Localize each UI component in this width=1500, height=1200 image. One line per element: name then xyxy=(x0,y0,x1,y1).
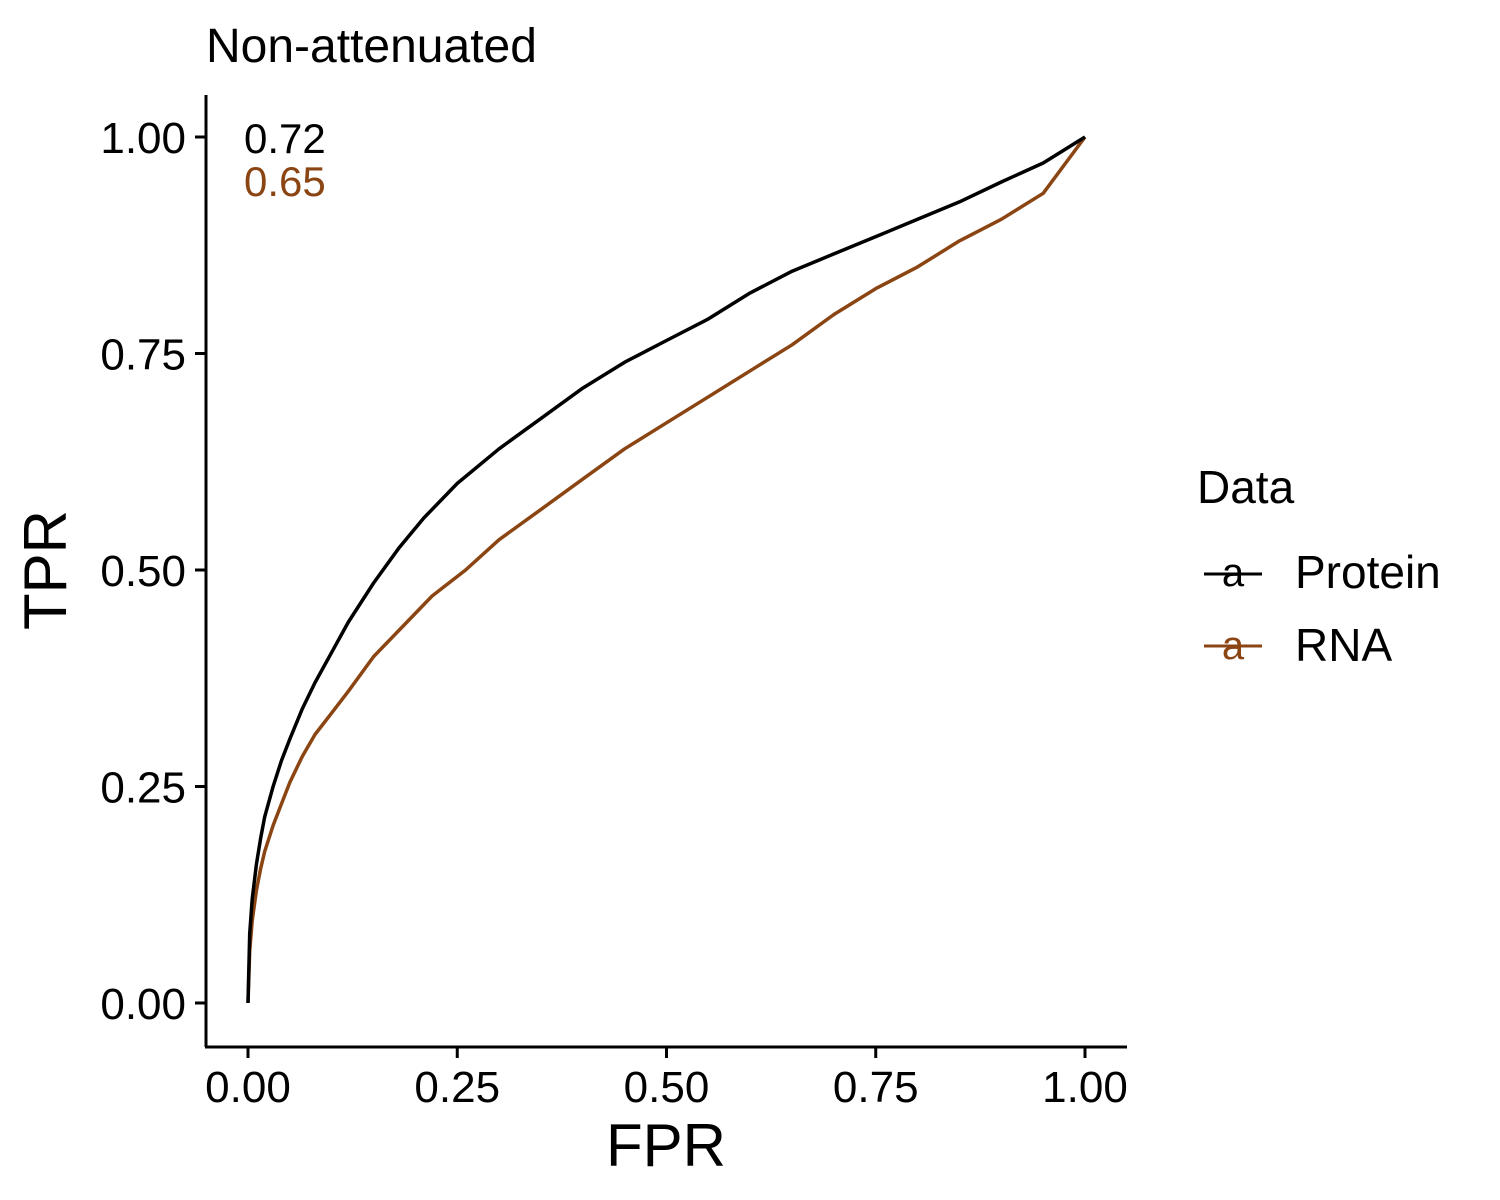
series-line-rna xyxy=(246,135,1087,1004)
series-layer xyxy=(246,135,1087,1004)
y-axis-ticks: 0.00 0.25 0.50 0.75 1.00 xyxy=(100,114,206,1029)
legend-label-rna: RNA xyxy=(1295,619,1392,671)
x-tick-label: 0.75 xyxy=(833,1063,919,1112)
legend-item-protein: a Protein xyxy=(1204,546,1441,598)
y-tick-label: 0.25 xyxy=(100,764,186,813)
x-tick-label: 1.00 xyxy=(1042,1063,1128,1112)
x-tick-label: 0.00 xyxy=(205,1063,291,1112)
y-tick-label: 1.00 xyxy=(100,114,186,163)
legend-label-protein: Protein xyxy=(1295,546,1441,598)
y-tick-label: 0.75 xyxy=(100,331,186,380)
legend: Data a Protein a RNA xyxy=(1197,461,1441,671)
y-tick-label: 0.50 xyxy=(100,547,186,596)
x-tick-label: 0.25 xyxy=(414,1063,500,1112)
y-tick-label: 0.00 xyxy=(100,980,186,1029)
chart-title: Non-attenuated xyxy=(206,20,537,73)
x-axis-ticks: 0.00 0.25 0.50 0.75 1.00 xyxy=(205,1047,1128,1112)
x-axis-label: FPR xyxy=(606,1112,726,1179)
series-line-protein xyxy=(246,135,1086,1004)
legend-title: Data xyxy=(1197,461,1295,513)
legend-key-glyph-rna: a xyxy=(1222,624,1245,668)
annotation-protein-auc: 0.72 xyxy=(244,115,326,162)
x-tick-label: 0.50 xyxy=(624,1063,710,1112)
annotation-rna-auc: 0.65 xyxy=(244,158,326,205)
legend-item-rna: a RNA xyxy=(1204,619,1392,671)
y-axis-label: TPR xyxy=(12,510,79,630)
legend-key-glyph-protein: a xyxy=(1222,551,1245,595)
